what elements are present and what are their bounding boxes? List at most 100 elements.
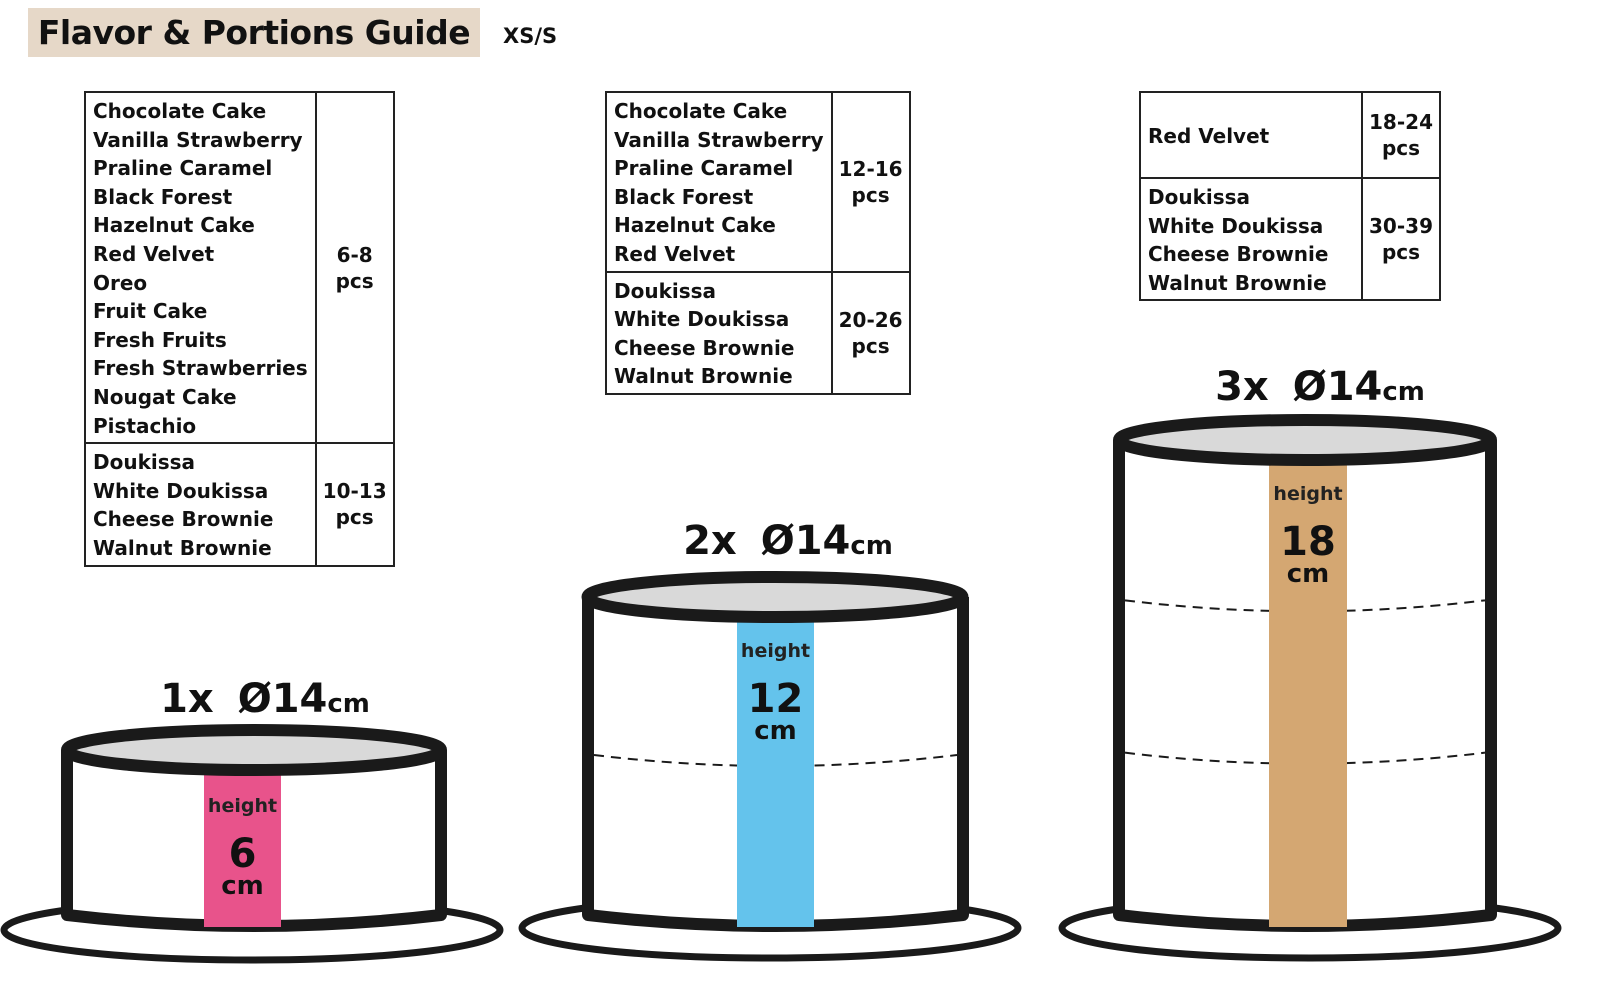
portion-range: 30-39: [1369, 214, 1433, 239]
table-row: Red Velvet 18-24 pcs: [1139, 91, 1441, 179]
tier-diameter-unit: cm: [327, 689, 370, 719]
cake-top: [581, 571, 969, 623]
flavor-item: Walnut Brownie: [93, 535, 272, 560]
flavor-list: Doukissa White Doukissa Cheese Brownie Waln…: [1139, 176, 1363, 302]
height-unit: cm: [754, 716, 797, 746]
height-label: height: [208, 795, 277, 817]
flavor-item: Vanilla Strawberry: [614, 127, 824, 152]
flavor-item: Walnut Brownie: [1148, 270, 1327, 295]
layer-divider: [593, 754, 958, 767]
portion-count: 12-16 pcs: [830, 91, 911, 273]
height-unit: cm: [1287, 559, 1330, 589]
flavor-list: Chocolate Cake Vanilla Strawberry Praline …: [84, 90, 317, 445]
portion-count: 20-26 pcs: [830, 270, 911, 395]
size-label: XS/S: [503, 24, 558, 48]
flavor-list: Doukissa White Doukissa Cheese Brownie Waln…: [605, 270, 833, 395]
flavor-item: Fruit Cake: [93, 299, 208, 324]
flavor-item: Chocolate Cake: [614, 99, 788, 123]
height-unit: cm: [221, 871, 264, 901]
flavor-item: Oreo: [93, 270, 148, 295]
portion-range: 20-26: [838, 307, 903, 332]
flavor-item: White Doukissa: [614, 307, 790, 332]
tier-diameter: Ø14: [238, 676, 328, 722]
portion-count: 6-8 pcs: [314, 90, 395, 445]
flavor-item: Black Forest: [614, 184, 754, 209]
flavor-item: Red Velvet: [1148, 123, 1270, 148]
flavor-item: Pistachio: [93, 413, 197, 438]
portions-table-2x: Chocolate Cake Vanilla Strawberry Praline …: [605, 91, 911, 395]
table-row: Doukissa White Doukissa Cheese Brownie Waln…: [605, 270, 911, 395]
flavor-item: Fresh Strawberries: [93, 356, 308, 381]
flavor-list: Doukissa White Doukissa Cheese Brownie Waln…: [84, 442, 317, 567]
flavor-item: Doukissa: [93, 450, 196, 475]
height-value: 18: [1280, 519, 1336, 565]
flavor-item: Chocolate Cake: [93, 99, 267, 123]
portion-unit: pcs: [335, 505, 374, 530]
portions-table-3x: Red Velvet 18-24 pcs Doukissa White Doukissa…: [1139, 91, 1441, 302]
portion-range: 18-24: [1369, 110, 1433, 134]
flavor-item: Cheese Brownie: [614, 335, 795, 360]
flavor-item: Doukissa: [614, 278, 717, 303]
flavor-item: Hazelnut Cake: [614, 213, 776, 238]
cake-top: [1113, 414, 1497, 466]
portion-unit: pcs: [335, 268, 374, 293]
height-value: 12: [748, 676, 804, 722]
tier-diameter: Ø14: [761, 518, 851, 564]
tier-size-label: 2x Ø14cm: [683, 518, 893, 564]
flavor-item: Hazelnut Cake: [93, 213, 255, 238]
flavor-item: Cheese Brownie: [1148, 242, 1329, 267]
page-title: Flavor & Portions Guide: [37, 13, 471, 52]
portion-range: 10-13: [322, 479, 387, 504]
flavor-item: Fresh Fruits: [93, 327, 227, 352]
flavor-item: White Doukissa: [1148, 213, 1324, 238]
portion-count: 18-24 pcs: [1361, 91, 1441, 179]
table-row: Doukissa White Doukissa Cheese Brownie Waln…: [1139, 176, 1441, 302]
flavor-item: Cheese Brownie: [93, 507, 274, 532]
portion-unit: pcs: [851, 333, 890, 358]
cake-top: [61, 724, 447, 776]
tier-diameter: Ø14: [1293, 364, 1383, 410]
table-row: Doukissa White Doukissa Cheese Brownie Waln…: [84, 442, 395, 567]
table-row: Chocolate Cake Vanilla Strawberry Praline …: [605, 91, 911, 273]
tier-count: 2x: [683, 518, 737, 564]
title-banner: Flavor & Portions Guide: [28, 8, 480, 57]
tier-diameter-unit: cm: [850, 531, 893, 561]
flavor-item: Black Forest: [93, 184, 233, 209]
height-label: height: [1273, 483, 1342, 505]
tier-size-label: 3x Ø14cm: [1215, 364, 1425, 410]
portion-unit: pcs: [851, 182, 890, 207]
portion-range: 6-8: [336, 242, 373, 267]
flavor-item: Praline Caramel: [93, 156, 273, 181]
tier-count: 3x: [1215, 364, 1269, 410]
flavor-item: Nougat Cake: [93, 384, 237, 409]
flavor-item: Vanilla Strawberry: [93, 127, 303, 152]
tier-size-label: 1x Ø14cm: [160, 676, 370, 722]
height-label: height: [741, 640, 810, 662]
layer-divider: [1124, 751, 1486, 765]
portion-count: 30-39 pcs: [1361, 176, 1441, 302]
flavor-item: Red Velvet: [93, 241, 215, 266]
portion-unit: pcs: [1381, 136, 1421, 160]
flavor-list: Chocolate Cake Vanilla Strawberry Praline …: [605, 91, 833, 273]
flavor-item: Doukissa: [1148, 185, 1251, 209]
portions-table-1x: Chocolate Cake Vanilla Strawberry Praline …: [84, 90, 395, 567]
flavor-item: Praline Caramel: [614, 156, 794, 181]
portion-unit: pcs: [1381, 240, 1421, 265]
height-band: [737, 615, 814, 927]
flavor-item: White Doukissa: [93, 478, 269, 503]
height-band: [204, 770, 281, 927]
tier-diameter-unit: cm: [1382, 377, 1425, 407]
table-row: Chocolate Cake Vanilla Strawberry Praline …: [84, 90, 395, 445]
flavor-item: Red Velvet: [614, 241, 736, 266]
height-value: 6: [229, 831, 257, 877]
tier-count: 1x: [160, 676, 214, 722]
flavor-item: Walnut Brownie: [614, 364, 793, 389]
layer-divider: [1124, 599, 1486, 613]
height-band: [1269, 458, 1347, 927]
portion-range: 12-16: [838, 156, 903, 181]
portion-count: 10-13 pcs: [314, 442, 395, 567]
